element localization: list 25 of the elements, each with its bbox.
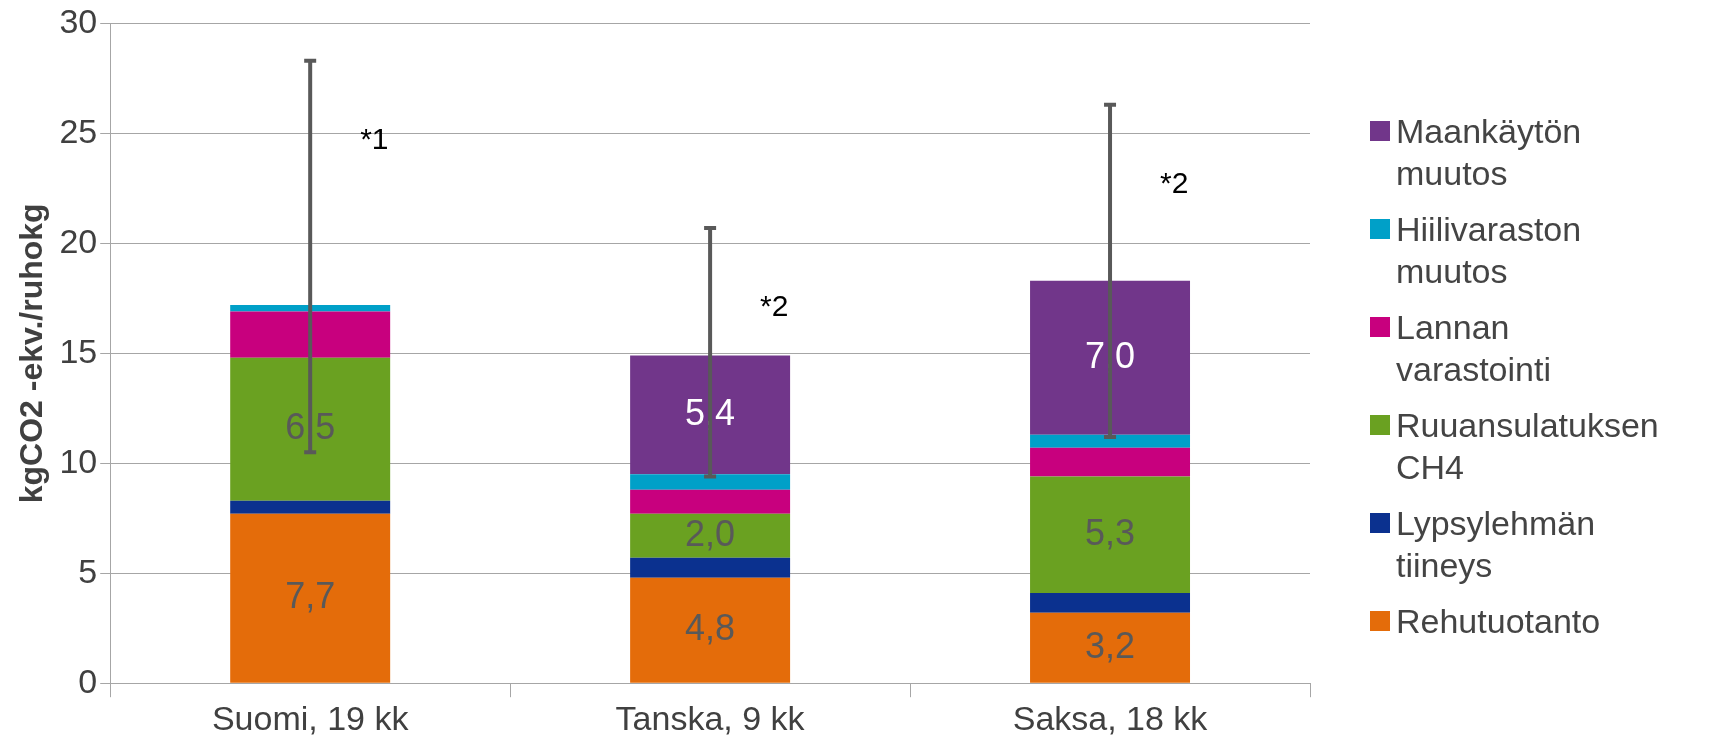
- legend-label: Maankäytön muutos: [1396, 111, 1583, 194]
- legend-label: Rehutuotanto: [1396, 601, 1601, 642]
- y-tick-label: 20: [59, 221, 98, 260]
- y-tick-label: 30: [59, 1, 98, 40]
- y-tick-label: 25: [59, 111, 98, 150]
- y-tick-label: 15: [59, 331, 98, 370]
- legend-label: Ruuansulatuksen CH4: [1396, 405, 1660, 488]
- data-label: 2,0: [685, 512, 736, 554]
- legend-label: Hiilivaraston muutos: [1396, 209, 1583, 292]
- y-tick-label: 0: [78, 661, 98, 700]
- annotation: *2: [1160, 166, 1189, 200]
- y-tick-label: 5: [78, 551, 98, 590]
- annotation: *2: [760, 289, 789, 323]
- data-label: 5,3: [1085, 511, 1136, 553]
- data-label: 4,8: [685, 607, 736, 649]
- x-tick-label: Saksa, 18 kk: [1012, 698, 1209, 737]
- data-label: 7,7: [285, 575, 336, 617]
- legend-label: Lannan varastointi: [1396, 307, 1552, 390]
- x-tick-label: Tanska, 9 kk: [615, 698, 806, 737]
- annotation: *1: [360, 122, 389, 156]
- y-tick-label: 10: [59, 441, 98, 480]
- x-tick-label: Suomi, 19 kk: [211, 698, 410, 737]
- y-axis-title: kgCO2 -ekv./ruhokg: [13, 203, 50, 504]
- data-label: 3,2: [1085, 624, 1136, 666]
- legend-label: Lypsylehmän tiineys: [1396, 503, 1597, 586]
